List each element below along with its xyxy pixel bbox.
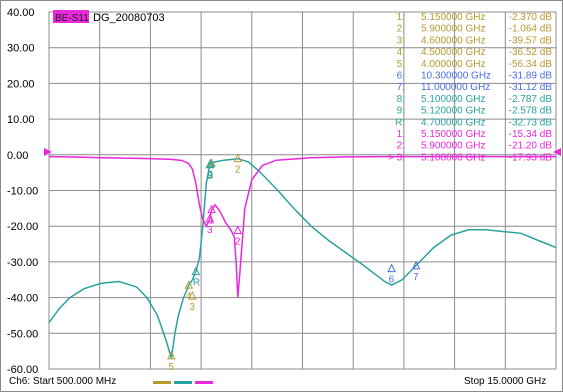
marker-row-id: 4: bbox=[397, 47, 405, 58]
marker-triangle bbox=[191, 266, 201, 276]
marker-row-value: -31.12 dB bbox=[509, 82, 553, 93]
marker-row-value: -1.064 dB bbox=[509, 24, 553, 35]
marker-row-frequency: 5.120000 GHz bbox=[421, 106, 486, 117]
legend-swatch-magenta bbox=[195, 381, 213, 384]
marker-triangle bbox=[207, 158, 216, 167]
trace-legend bbox=[153, 381, 215, 385]
marker-label: 3 bbox=[189, 302, 195, 313]
marker-triangle bbox=[188, 290, 197, 300]
marker-triangle bbox=[184, 280, 194, 289]
marker-triangle bbox=[387, 263, 396, 273]
y-tick-label: -50.00 bbox=[7, 328, 38, 340]
marker-triangle bbox=[233, 153, 243, 163]
y-tick-label: 40.00 bbox=[7, 7, 35, 19]
marker-row-id: 3: bbox=[397, 35, 405, 46]
marker-row-frequency: 4.000000 GHz bbox=[421, 59, 486, 70]
marker-label: 7 bbox=[413, 272, 419, 283]
trace-2 bbox=[48, 155, 556, 298]
marker-triangle bbox=[233, 225, 243, 234]
marker-row-id: 9: bbox=[397, 106, 405, 117]
marker-row-value: -56.34 dB bbox=[509, 59, 553, 70]
marker-row-id: 1: bbox=[397, 129, 405, 140]
marker-label: 1 bbox=[209, 169, 215, 180]
marker-row-value: -31.89 dB bbox=[509, 71, 553, 82]
marker-row-id: R: bbox=[395, 117, 405, 128]
marker-triangle bbox=[206, 158, 215, 168]
marker-label: 8 bbox=[207, 171, 213, 182]
y-tick-label: 10.00 bbox=[7, 114, 35, 126]
marker-label: 1 bbox=[209, 216, 215, 227]
marker-row-frequency: 11.000000 GHz bbox=[421, 82, 490, 93]
marker-label: 3 bbox=[207, 225, 213, 236]
marker-row-frequency: 10.300000 GHz bbox=[421, 71, 491, 82]
y-tick-label: 0.00 bbox=[7, 150, 28, 162]
legend-swatch-teal bbox=[174, 381, 192, 384]
marker-triangle bbox=[205, 213, 215, 223]
y-tick-label: -30.00 bbox=[7, 257, 38, 269]
y-tick-label: -20.00 bbox=[7, 221, 38, 233]
marker-row-frequency: 5.900000 GHz bbox=[421, 141, 486, 152]
trace-1 bbox=[48, 157, 557, 359]
marker-row-id: 2: bbox=[397, 24, 405, 35]
marker-label: 6 bbox=[389, 275, 395, 286]
marker-row-frequency: 5.900000 GHz bbox=[421, 24, 486, 35]
marker-label: 2 bbox=[235, 165, 241, 176]
reference-level-right-marker bbox=[553, 148, 561, 156]
legend-swatch-tan bbox=[153, 381, 171, 384]
marker-row-id: 6: bbox=[397, 71, 405, 82]
y-tick-label: -10.00 bbox=[7, 186, 38, 198]
marker-row-id: 1: bbox=[397, 12, 405, 23]
reference-level-left-marker bbox=[44, 148, 52, 156]
y-tick-label: -60.00 bbox=[7, 364, 38, 376]
marker-triangle bbox=[207, 204, 216, 214]
marker-row-value: -21.20 dB bbox=[509, 141, 553, 152]
marker-row-value: -2.370 dB bbox=[509, 12, 553, 23]
marker-row-frequency: 5.100000 GHz bbox=[421, 152, 486, 163]
y-tick-label: -40.00 bbox=[7, 293, 38, 305]
marker-row-id: > 3: bbox=[388, 152, 405, 163]
marker-label: 2 bbox=[235, 236, 241, 247]
marker-triangle bbox=[167, 350, 176, 360]
marker-label: 9 bbox=[208, 170, 214, 181]
y-tick-label: 30.00 bbox=[7, 43, 35, 55]
marker-row-value: -2.787 dB bbox=[509, 94, 553, 105]
marker-row-id: 7: bbox=[397, 82, 405, 93]
marker-row-frequency: 5.100000 GHz bbox=[421, 94, 486, 105]
start-frequency: Ch6: Start 500.000 MHz bbox=[9, 376, 117, 387]
marker-label: R bbox=[193, 278, 200, 289]
marker-row-id: 5: bbox=[397, 59, 405, 70]
marker-row-value: -39.57 dB bbox=[509, 35, 553, 46]
marker-row-id: 8: bbox=[397, 94, 405, 105]
marker-label: 5 bbox=[168, 362, 174, 373]
marker-row-value: -2.578 dB bbox=[509, 106, 553, 117]
marker-row-frequency: 4.500000 GHz bbox=[421, 47, 486, 58]
marker-row-value: -17.93 dB bbox=[509, 152, 553, 163]
trace-badge-background bbox=[53, 10, 89, 23]
marker-row-value: -32.73 dB bbox=[509, 117, 553, 128]
marker-row-frequency: 5.150000 GHz bbox=[421, 12, 486, 23]
marker-label: 4 bbox=[186, 291, 192, 302]
marker-row-frequency: 4.700000 GHz bbox=[421, 117, 486, 128]
marker-row-value: -36.52 dB bbox=[509, 47, 553, 58]
marker-triangle bbox=[411, 260, 421, 270]
marker-row-frequency: 5.150000 GHz bbox=[421, 129, 486, 140]
marker-row-value: -15.34 dB bbox=[509, 129, 553, 140]
marker-row-frequency: 4.600000 GHz bbox=[421, 35, 486, 46]
stop-frequency: Stop 15.0000 GHz bbox=[464, 376, 547, 387]
trace-badge: BE-S11 bbox=[55, 13, 89, 24]
y-tick-label: 20.00 bbox=[7, 78, 35, 90]
marker-row-id: 2: bbox=[397, 141, 405, 152]
measurement-name: DG_20080703 bbox=[93, 12, 165, 24]
